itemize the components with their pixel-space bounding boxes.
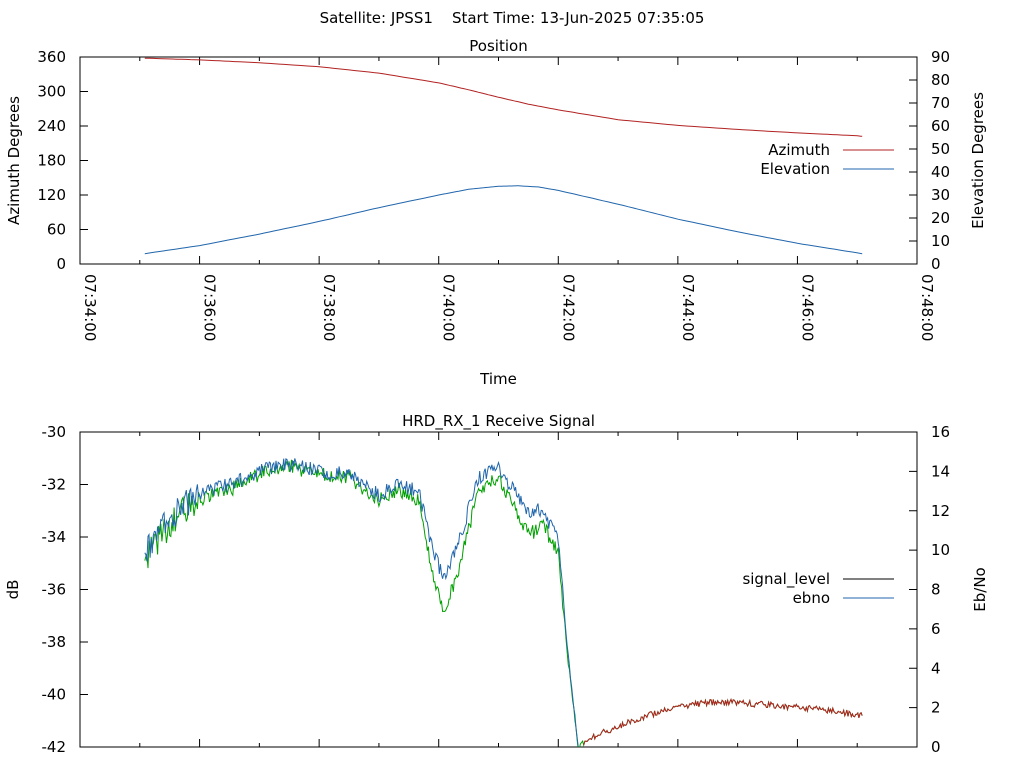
series-line [144, 458, 579, 747]
y2-tick-label: 10 [931, 541, 950, 559]
y2-axis-label: Eb/No [971, 567, 989, 611]
chart-title: Position [469, 37, 527, 55]
y2-tick-label: 14 [931, 462, 950, 480]
y-tick-label: -34 [42, 528, 67, 546]
position-chart: Position 07:34:00 07:36:00 07:38:00 07:40:00… [5, 37, 987, 388]
y2-tick-label: 30 [931, 186, 950, 204]
y2-tick-label: 80 [931, 71, 950, 89]
x-tick-label: 07:40:00 [440, 274, 458, 341]
y2-tick-label: 50 [931, 140, 950, 158]
y2-tick-label: 90 [931, 48, 950, 66]
chart-title: HRD_RX_1 Receive Signal [402, 412, 595, 431]
y-tick-label: -40 [42, 686, 67, 704]
series-line [144, 185, 863, 255]
y2-tick-label: 16 [931, 423, 950, 441]
y2-tick-label: 12 [931, 502, 950, 520]
y2-tick-label: 20 [931, 209, 950, 227]
y-tick-label: -42 [42, 738, 67, 756]
x-tick-label: 07:34:00 [81, 274, 99, 341]
y-tick-label: 300 [37, 83, 66, 101]
y2-tick-label: 10 [931, 232, 950, 250]
y-tick-label: -38 [42, 633, 67, 651]
y-tick-label: -36 [42, 581, 67, 599]
y2-tick-label: 4 [931, 659, 941, 677]
y2-axis-label: Elevation Degrees [969, 92, 987, 229]
y-tick-label: 0 [56, 255, 66, 273]
x-tick-label: 07:46:00 [798, 274, 816, 341]
y2-tick-label: 6 [931, 620, 941, 638]
y-tick-label: 180 [37, 152, 66, 170]
legend-label: ebno [793, 589, 830, 607]
y2-tick-label: 40 [931, 163, 950, 181]
x-tick-label: 07:48:00 [918, 274, 936, 341]
series-line-tail [583, 698, 863, 746]
x-tick-label: 07:36:00 [201, 274, 219, 341]
plot-frame [79, 431, 918, 748]
x-tick-label: 07:42:00 [559, 274, 577, 341]
x-tick-label: 07:38:00 [320, 274, 338, 341]
legend-label: signal_level [742, 570, 830, 589]
y-tick-label: -32 [42, 476, 67, 494]
receive-signal-chart: HRD_RX_1 Receive Signal -42 -40 -38 -36 -34 -3… [4, 412, 989, 756]
series-line [144, 57, 863, 137]
legend-label: Elevation [760, 160, 830, 178]
y2-tick-label: 2 [931, 699, 941, 717]
y-axis-label: Azimuth Degrees [5, 96, 23, 225]
y2-tick-label: 8 [931, 581, 941, 599]
y-axis-label: dB [4, 580, 22, 600]
y-tick-label: 240 [37, 117, 66, 135]
y2-tick-label: 70 [931, 94, 950, 112]
y-tick-label: 360 [37, 48, 66, 66]
y2-tick-label: 0 [931, 255, 941, 273]
x-tick-label: 07:44:00 [679, 274, 697, 341]
y2-tick-label: 60 [931, 117, 950, 135]
y-tick-label: 120 [37, 186, 66, 204]
y-tick-label: -30 [42, 423, 67, 441]
x-axis-label: Time [479, 370, 517, 388]
legend-label: Azimuth [768, 141, 830, 159]
figure-header: Satellite: JPSS1 Start Time: 13-Jun-2025… [320, 9, 705, 27]
y2-tick-label: 0 [931, 738, 941, 756]
y-tick-label: 60 [47, 221, 66, 239]
